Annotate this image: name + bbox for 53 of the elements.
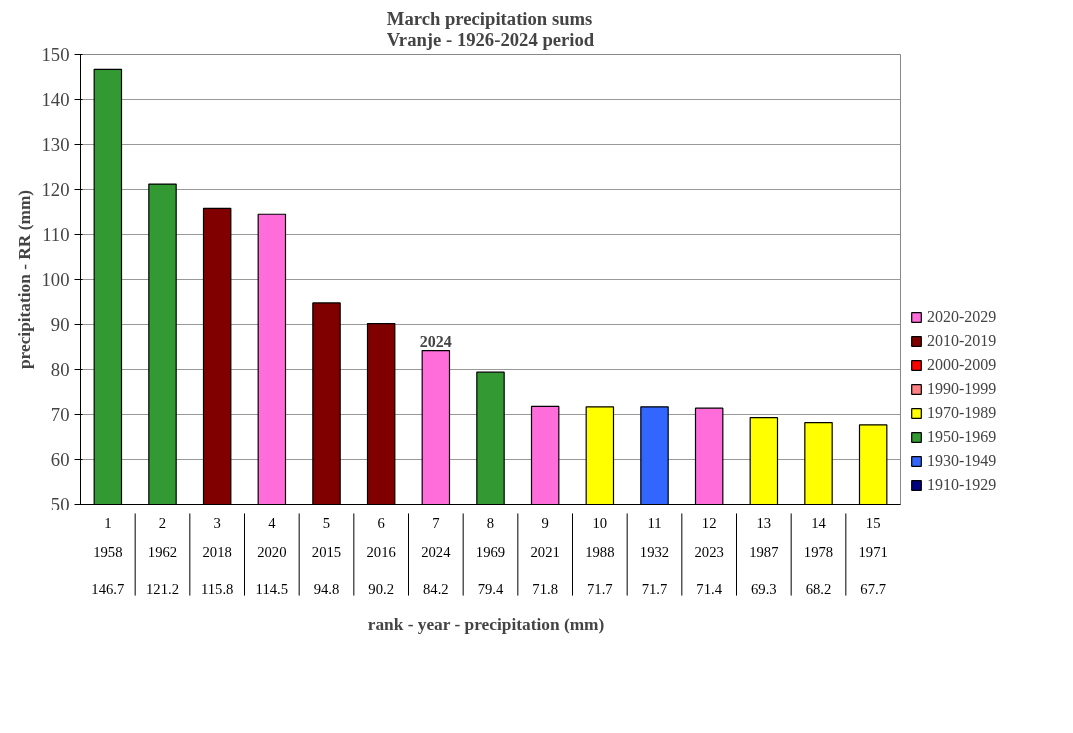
x-tick-label: 9 2021: [530, 514, 560, 560]
x-tick-label: 4 2020: [257, 514, 287, 560]
legend-label: 1910-1929: [927, 476, 997, 494]
data-label: 90.2: [368, 581, 394, 598]
x-tick-label: 6 2016: [366, 514, 396, 560]
y-tick-label: 60: [50, 449, 70, 470]
x-tick-label: 13 1987: [749, 514, 779, 560]
legend-label: 2020-2029: [927, 308, 997, 326]
data-label: 115.8: [200, 581, 234, 598]
x-axis-title: rank - year - precipitation (mm): [367, 614, 605, 634]
legend-label: 1930-1949: [927, 452, 997, 470]
legend-label: 1990-1999: [927, 380, 997, 398]
data-label: 94.8: [313, 581, 340, 598]
x-tick-label: 11 1932: [639, 514, 670, 560]
y-tick-label: 100: [41, 269, 70, 290]
data-label: 71.4: [696, 581, 723, 598]
legend-label: 2000-2009: [927, 356, 997, 374]
legend-label: 2010-2019: [927, 332, 997, 350]
x-tick-label: 5 2015: [311, 514, 342, 560]
y-tick-label: 130: [41, 134, 70, 155]
data-label: 68.2: [805, 581, 832, 598]
x-tick-label: 15 1971: [858, 514, 888, 560]
y-tick-label: 120: [41, 179, 70, 200]
x-tick-label: 2 1962: [147, 514, 178, 560]
x-tick-label: 3 2018: [202, 514, 232, 560]
legend-label: 1950-1969: [927, 428, 997, 446]
legend-label: 1970-1989: [927, 404, 997, 422]
y-tick-label: 70: [50, 404, 70, 425]
data-label: 71.7: [587, 581, 613, 598]
y-tick-label: 150: [41, 44, 70, 65]
data-label: 84.2: [423, 581, 449, 598]
y-tick-label: 110: [42, 224, 70, 245]
y-tick-label: 90: [50, 314, 70, 335]
data-label: 114.5: [255, 581, 289, 598]
data-label: 67.7: [860, 581, 886, 598]
x-tick-label: 7 2024: [421, 514, 452, 560]
x-tick-label: 8 1969: [475, 514, 506, 560]
data-label: 121.2: [146, 581, 179, 598]
data-label: 71.8: [532, 581, 558, 598]
data-label: 79.4: [477, 581, 504, 598]
x-tick-label: 12 2023: [694, 514, 724, 560]
data-label: 69.3: [751, 581, 777, 598]
x-tick-label: 14 1978: [803, 514, 834, 560]
data-label: 146.7: [91, 581, 125, 598]
y-axis-title: precipitation - RR (mm): [14, 189, 34, 370]
y-tick-label: 50: [50, 493, 70, 515]
x-tick-label: 10 1988: [585, 514, 615, 560]
data-label: 71.7: [641, 581, 668, 598]
y-tick-label: 140: [41, 89, 70, 110]
y-tick-label: 80: [50, 359, 70, 380]
annotation: 2024: [419, 332, 452, 350]
x-tick-label: 1 1958: [93, 514, 123, 560]
chart-title: March precipitation sums Vranje - 1926-2024 period: [386, 7, 595, 50]
